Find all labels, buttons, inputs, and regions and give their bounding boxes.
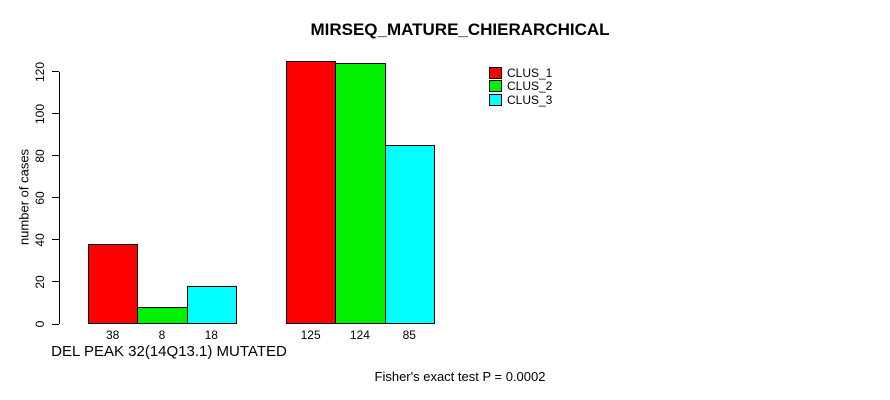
bar-value-label: 124 [349, 328, 370, 342]
legend-label: CLUS_2 [507, 79, 553, 94]
bar-clus-3-group-1 [186, 286, 237, 324]
legend-item: CLUS_3 [489, 93, 552, 107]
y-axis-tick [52, 281, 59, 283]
legend-swatch-clus-3 [489, 93, 502, 106]
x-axis-label: DEL PEAK 32(14Q13.1) MUTATED [51, 343, 287, 360]
bar-value-label: 8 [158, 328, 166, 342]
bar-clus-1-group-2 [286, 61, 337, 324]
bar-value-label: 85 [402, 328, 416, 342]
chart-title: MIRSEQ_MATURE_CHIERARCHICAL [310, 20, 610, 39]
bar-clus-2-group-1 [137, 307, 188, 324]
stat-test-note: Fisher's exact test P = 0.0002 [374, 369, 546, 384]
bar-clus-2-group-2 [335, 63, 386, 324]
bar-value-label: 18 [204, 328, 218, 342]
legend-swatch-clus-2 [489, 80, 502, 93]
y-axis-tick [52, 323, 59, 325]
y-axis-line [59, 71, 60, 324]
y-axis-tick [52, 239, 59, 241]
y-axis-tick [52, 71, 59, 73]
legend-label: CLUS_1 [507, 65, 553, 80]
legend-swatch-clus-1 [489, 66, 502, 79]
legend-label: CLUS_3 [507, 92, 553, 107]
legend-item: CLUS_1 [489, 66, 552, 80]
y-axis-tick [52, 113, 59, 115]
y-axis-tick [52, 155, 59, 157]
legend-item: CLUS_2 [489, 79, 553, 94]
y-axis-tick [52, 197, 59, 199]
bar-clus-1-group-1 [88, 244, 139, 324]
bar-value-label: 38 [105, 328, 120, 342]
bar-clus-3-group-2 [384, 145, 435, 324]
bar-value-label: 125 [300, 328, 321, 342]
legend: CLUS_1 CLUS_2 CLUS_3 [489, 66, 552, 107]
